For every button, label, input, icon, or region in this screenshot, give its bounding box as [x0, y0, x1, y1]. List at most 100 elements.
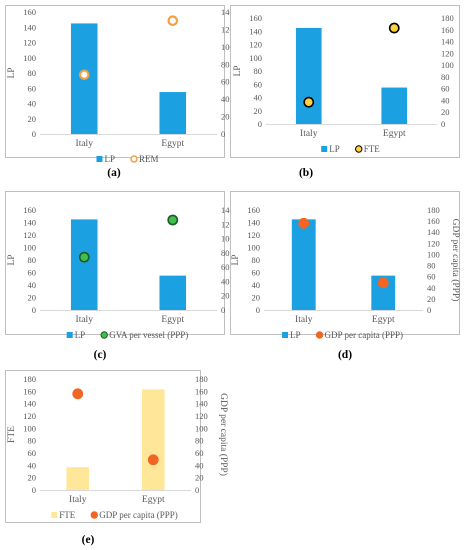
right-tick-label: 120 — [195, 411, 208, 421]
chart-panel-3: 0 20 40 60 80 100 120 140 160 0 20 40 60 80 100 120 140 L… — [5, 191, 255, 340]
left-tick-label: 0 — [32, 305, 36, 315]
right-tick-label: 100 — [221, 42, 234, 52]
right-tick-label: 60 — [195, 448, 204, 458]
right-tick-label: 140 — [195, 399, 208, 409]
left-axis-title: LP — [233, 65, 243, 76]
marker-italy — [298, 217, 310, 229]
panel-border — [5, 370, 201, 523]
right-tick-label: 100 — [221, 234, 234, 244]
bar-egypt — [159, 92, 187, 134]
legend-swatch-markers — [130, 155, 138, 163]
right-tick-label: 160 — [195, 386, 208, 396]
chart-panel-2: 0204060801001201401600204060801001201401… — [230, 5, 467, 158]
right-tick-label: 120 — [221, 219, 234, 229]
left-tick-label: 160 — [23, 7, 36, 17]
right-tick-label: 60 — [427, 272, 436, 282]
left-tick-label: 80 — [252, 255, 261, 265]
right-tick-label: 80 — [221, 59, 230, 69]
left-tick-label: 60 — [254, 79, 263, 89]
left-tick-label: 80 — [28, 436, 37, 446]
right-tick-label: 80 — [427, 261, 436, 271]
right-tick-label: 0 — [441, 119, 445, 129]
legend-swatch-markers — [355, 145, 363, 153]
right-tick-label: 20 — [221, 112, 230, 122]
left-tick-label: 160 — [23, 205, 36, 215]
panel-caption: (c) — [94, 349, 107, 361]
left-tick-label: 140 — [23, 22, 36, 32]
x-tick-label: Italy — [300, 129, 318, 139]
right-tick-label: 20 — [441, 107, 450, 117]
left-tick-label: 60 — [28, 83, 37, 93]
panel-border — [5, 5, 225, 158]
left-tick-label: 100 — [23, 53, 36, 63]
right-tick-label: 80 — [195, 436, 204, 446]
x-tick-label: Egypt — [161, 315, 184, 325]
left-tick-label: 160 — [247, 205, 260, 215]
panel-caption: (e) — [82, 534, 95, 546]
legend: LP GDP per capita (PPP) — [282, 330, 403, 340]
right-tick-label: 140 — [427, 227, 440, 237]
bar-italy — [70, 219, 98, 310]
legend-label-markers: GDP per capita (PPP) — [99, 510, 177, 520]
x-tick-label: Egypt — [383, 129, 406, 139]
right-tick-label: 120 — [427, 238, 440, 248]
left-tick-label: 140 — [23, 399, 36, 409]
legend-label-markers: REM — [139, 154, 159, 164]
panel-caption: (a) — [107, 167, 121, 179]
right-tick-label: 180 — [441, 13, 454, 23]
bar-egypt — [141, 389, 165, 490]
right-tick-label: 60 — [441, 84, 450, 94]
bar-egypt — [381, 87, 408, 124]
x-tick-label: Egypt — [142, 495, 165, 505]
marker-egypt — [377, 277, 389, 289]
right-tick-label: 60 — [221, 77, 230, 87]
right-tick-label: 40 — [427, 283, 436, 293]
left-axis-title: LP — [7, 67, 17, 78]
left-tick-label: 80 — [28, 68, 37, 78]
right-tick-label: 100 — [441, 60, 454, 70]
left-axis-title: LP — [7, 254, 17, 265]
right-tick-label: 80 — [441, 72, 450, 82]
x-tick-label: Egypt — [372, 315, 395, 325]
right-tick-label: 0 — [195, 485, 199, 495]
marker-italy — [78, 251, 90, 263]
left-tick-label: 60 — [28, 448, 37, 458]
right-tick-label: 40 — [195, 460, 204, 470]
right-tick-label: 160 — [441, 25, 454, 35]
legend-swatch-markers — [90, 511, 98, 519]
left-tick-label: 60 — [252, 268, 261, 278]
bar-italy — [295, 27, 322, 124]
legend-swatch-bars — [51, 512, 58, 518]
left-tick-label: 0 — [258, 119, 262, 129]
left-tick-label: 0 — [256, 305, 260, 315]
right-tick-label: 180 — [195, 374, 208, 384]
left-tick-label: 60 — [28, 268, 37, 278]
left-tick-label: 40 — [252, 280, 261, 290]
left-tick-label: 40 — [28, 460, 37, 470]
legend-swatch-bars — [282, 332, 289, 338]
left-axis-title: LP — [231, 254, 241, 265]
right-tick-label: 100 — [195, 423, 208, 433]
legend-label-markers: GVA per vessel (PPP) — [109, 330, 188, 340]
panel-caption: (b) — [299, 167, 313, 179]
legend-swatch-bars — [96, 156, 103, 162]
right-tick-label: 20 — [221, 291, 230, 301]
chart-panel-4: 0204060801001201401600204060801001201401… — [230, 191, 461, 340]
bar-egypt — [371, 275, 396, 310]
left-tick-label: 20 — [254, 106, 263, 116]
left-tick-label: 120 — [23, 411, 36, 421]
left-tick-label: 20 — [252, 293, 261, 303]
right-tick-label: 40 — [441, 95, 450, 105]
marker-italy — [78, 69, 90, 81]
left-tick-label: 120 — [23, 38, 36, 48]
right-tick-label: 60 — [221, 262, 230, 272]
legend-label-bars: LP — [329, 144, 340, 154]
legend-label-bars: FTE — [59, 510, 76, 520]
right-tick-label: 180 — [427, 205, 440, 215]
bar-italy — [66, 467, 90, 490]
x-tick-label: Egypt — [161, 139, 184, 149]
legend-swatch-bars — [66, 332, 73, 338]
legend-label-markers: GDP per capita (PPP) — [325, 330, 403, 340]
left-tick-label: 140 — [23, 218, 36, 228]
